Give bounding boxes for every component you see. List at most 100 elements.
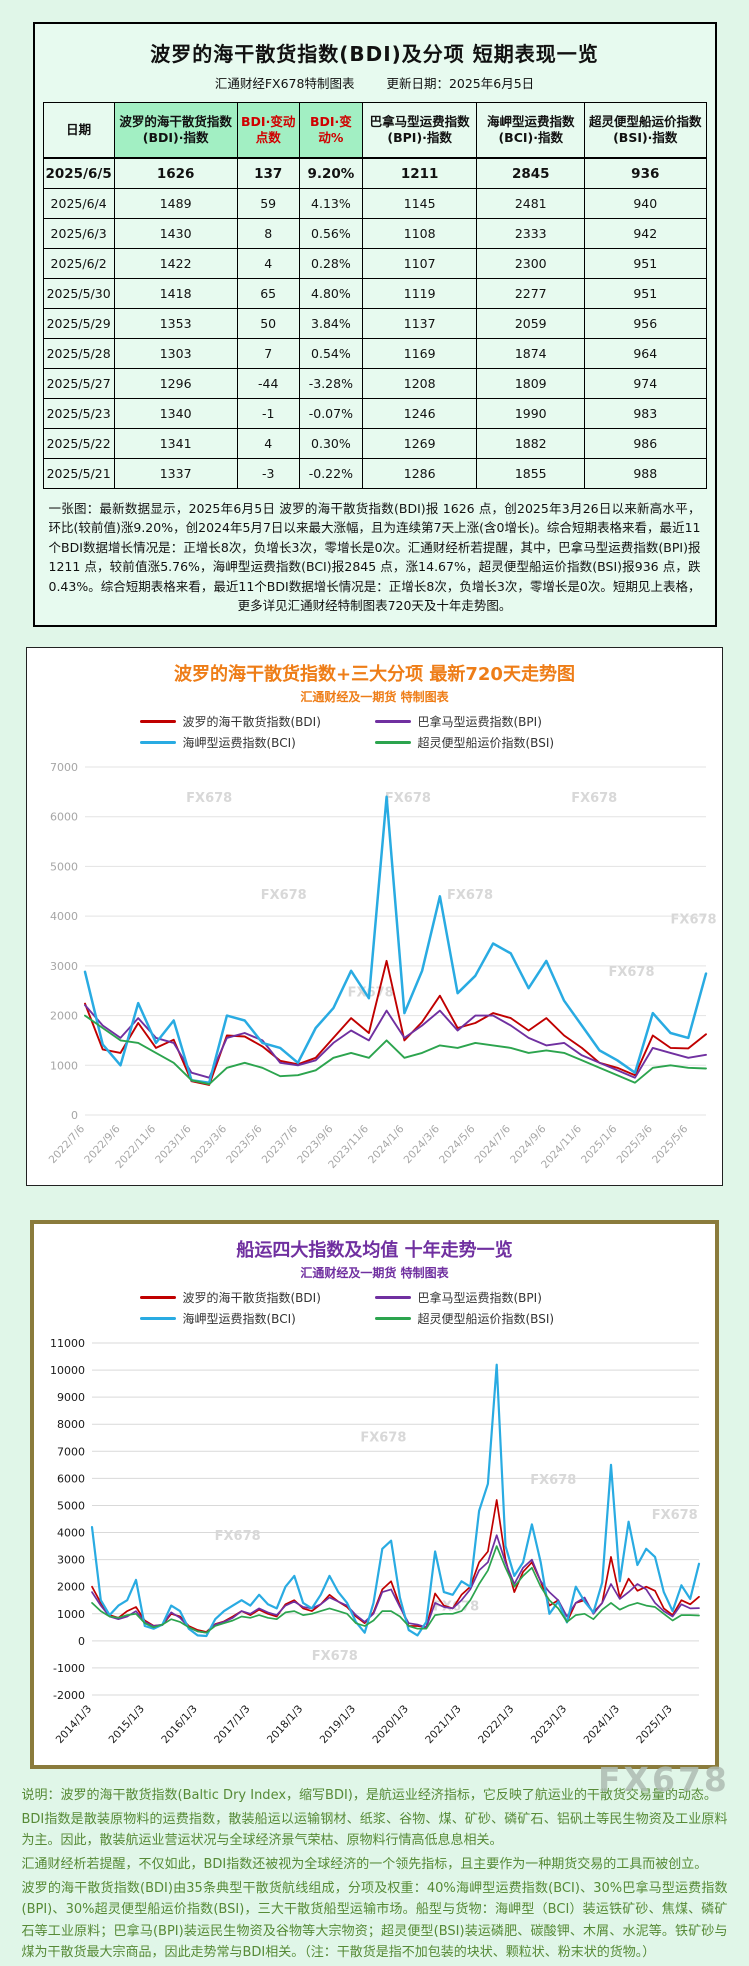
legend-line-icon — [374, 741, 411, 745]
svg-text:2023/1/6: 2023/1/6 — [153, 1123, 194, 1166]
legend-line-icon — [374, 720, 411, 724]
svg-text:2022/1/3: 2022/1/3 — [476, 1703, 516, 1746]
table-row: 2025/6/5 1626 137 9.20% 1211 2845 936 — [42, 157, 707, 189]
table-cell: -0.07% — [298, 398, 363, 429]
table-cell: 2025/5/27 — [42, 368, 115, 399]
column-header: 日期 — [42, 102, 115, 159]
table-cell: 1246 — [361, 398, 478, 429]
bdi-short-term-table: 日期 波罗的海干散货指数(BDI)·指数 BDI·变动点数 BDI·变动% 巴拿马型运费… — [42, 102, 707, 489]
svg-text:FX678: FX678 — [530, 1473, 576, 1488]
svg-text:5000: 5000 — [50, 861, 78, 874]
table-cell: 2277 — [476, 278, 586, 309]
legend-label: 波罗的海干散货指数(BDI) — [182, 1291, 321, 1306]
svg-text:2023/7/6: 2023/7/6 — [260, 1123, 301, 1166]
table-cell: 2025/5/22 — [42, 428, 115, 459]
legend-line-icon — [374, 1296, 411, 1300]
svg-text:FX678: FX678 — [385, 791, 431, 806]
svg-text:2000: 2000 — [50, 1010, 78, 1023]
table-cell: 4.13% — [298, 188, 363, 219]
table-cell: -1 — [236, 398, 300, 429]
note-paragraph: 说明：波罗的海干散货指数(Baltic Dry Index，缩写BDI)，是航运… — [21, 1788, 717, 1804]
column-header: 波罗的海干散货指数(BDI)·指数 — [113, 102, 238, 159]
table-cell: 1211 — [361, 157, 478, 189]
svg-text:1000: 1000 — [57, 1608, 85, 1621]
table-cell: 2333 — [476, 218, 586, 249]
explanation-notes: 说明：波罗的海干散货指数(Baltic Dry Index，缩写BDI)，是航运… — [22, 1785, 728, 1962]
table-row: 2025/6/3 1430 8 0.56% 1108 2333 942 — [42, 218, 707, 249]
table-cell: 2059 — [476, 308, 586, 339]
svg-text:11000: 11000 — [50, 1337, 85, 1350]
svg-text:2023/1/3: 2023/1/3 — [529, 1703, 569, 1746]
table-row: 2025/5/30 1418 65 4.80% 1119 2277 951 — [42, 278, 707, 309]
summary-note: 一张图：最新数据显示，2025年6月5日 波罗的海干散货指数(BDI)报 162… — [48, 501, 701, 613]
chart-10year-legend: 波罗的海干散货指数(BDI) 巴拿马型运费指数(BPI) 海岬型运费指数(BCI) 超… — [139, 1287, 610, 1329]
table-cell: 50 — [236, 308, 300, 339]
svg-text:FX678: FX678 — [348, 986, 394, 1001]
table-cell: 964 — [584, 338, 707, 369]
svg-text:2025/1/3: 2025/1/3 — [634, 1703, 674, 1746]
table-cell: 1809 — [476, 368, 586, 399]
table-cell: 1145 — [361, 188, 478, 219]
svg-text:10000: 10000 — [50, 1364, 85, 1377]
table-row: 2025/5/27 1296 -44 -3.28% 1208 1809 974 — [42, 368, 707, 399]
source-label: 汇通财经FX678特制图表 — [214, 76, 355, 91]
legend-item: 超灵便型船运价指数(BSI) — [374, 734, 610, 751]
table-cell: 4.80% — [298, 278, 363, 309]
svg-text:FX678: FX678 — [312, 1649, 358, 1664]
table-cell: 9.20% — [298, 157, 363, 189]
note-paragraph: BDI指数是散装原物料的运费指数，散装船运以运输钢材、纸浆、谷物、煤、矿砂、磷矿… — [21, 1812, 728, 1849]
short-term-table-panel: 波罗的海干散货指数(BDI)及分项 短期表现一览 汇通财经FX678特制图表 更… — [32, 22, 717, 628]
note-paragraph: 波罗的海干散货指数(BDI)由35条典型干散货航线组成，分项及权重：40%海岬型… — [21, 1881, 728, 1960]
table-cell: 1269 — [361, 428, 478, 459]
table-cell: 65 — [236, 278, 300, 309]
table-cell: 1418 — [113, 278, 238, 309]
panel-subtitle: 汇通财经FX678特制图表 更新日期：2025年6月5日 — [43, 73, 707, 92]
note-paragraph: 汇通财经析若提醒，不仅如此，BDI指数还被视为全球经济的一个领先指标，且主要作为… — [21, 1857, 708, 1873]
table-cell: 2025/5/23 — [42, 398, 115, 429]
table-cell: 2025/6/3 — [42, 218, 115, 249]
table-cell: 2025/6/5 — [42, 157, 115, 189]
table-cell: 1626 — [113, 157, 238, 189]
table-cell: 983 — [584, 398, 707, 429]
column-header: 巴拿马型运费指数(BPI)·指数 — [361, 102, 478, 159]
table-cell: 986 — [584, 428, 707, 459]
table-cell: 1337 — [113, 458, 238, 489]
svg-text:2024/1/6: 2024/1/6 — [366, 1123, 407, 1166]
chart-10year-panel: 船运四大指数及均值 十年走势一览 汇通财经及一期货 特制图表 波罗的海干散货指数… — [30, 1220, 719, 1770]
legend-label: 波罗的海干散货指数(BDI) — [182, 715, 321, 730]
table-cell: 940 — [584, 188, 707, 219]
svg-text:4000: 4000 — [50, 910, 78, 923]
svg-text:FX678: FX678 — [215, 1529, 261, 1544]
table-cell: 2481 — [476, 188, 586, 219]
table-cell: 1855 — [476, 458, 586, 489]
svg-text:2023/5/6: 2023/5/6 — [224, 1123, 265, 1166]
legend-line-icon — [139, 1317, 176, 1321]
svg-text:3000: 3000 — [57, 1554, 85, 1567]
svg-text:2015/1/3: 2015/1/3 — [107, 1703, 147, 1746]
table-cell: 974 — [584, 368, 707, 399]
table-cell: -0.22% — [298, 458, 363, 489]
svg-text:2021/1/3: 2021/1/3 — [423, 1703, 463, 1746]
svg-text:4000: 4000 — [57, 1527, 85, 1540]
svg-text:9000: 9000 — [57, 1391, 85, 1404]
svg-text:3000: 3000 — [50, 960, 78, 973]
svg-text:2025/1/6: 2025/1/6 — [579, 1123, 620, 1166]
legend-line-icon — [139, 720, 176, 724]
table-cell: 2025/5/29 — [42, 308, 115, 339]
table-cell: 1169 — [361, 338, 478, 369]
table-cell: 951 — [584, 278, 707, 309]
table-row: 2025/6/2 1422 4 0.28% 1107 2300 951 — [42, 248, 707, 279]
table-cell: 2300 — [476, 248, 586, 279]
svg-text:2025/5/6: 2025/5/6 — [650, 1123, 691, 1166]
table-row: 2025/5/22 1341 4 0.30% 1269 1882 986 — [42, 428, 707, 459]
legend-line-icon — [139, 1296, 176, 1300]
svg-text:FX678: FX678 — [608, 965, 654, 980]
table-cell: 956 — [584, 308, 707, 339]
svg-text:0: 0 — [71, 1109, 78, 1122]
svg-text:2024/5/6: 2024/5/6 — [437, 1123, 478, 1166]
legend-label: 超灵便型船运价指数(BSI) — [417, 1312, 555, 1327]
table-cell: 1990 — [476, 398, 586, 429]
column-header: 海岬型运费指数(BCI)·指数 — [476, 102, 586, 159]
legend-item: 海岬型运费指数(BCI) — [139, 734, 375, 751]
table-cell: 2025/5/30 — [42, 278, 115, 309]
